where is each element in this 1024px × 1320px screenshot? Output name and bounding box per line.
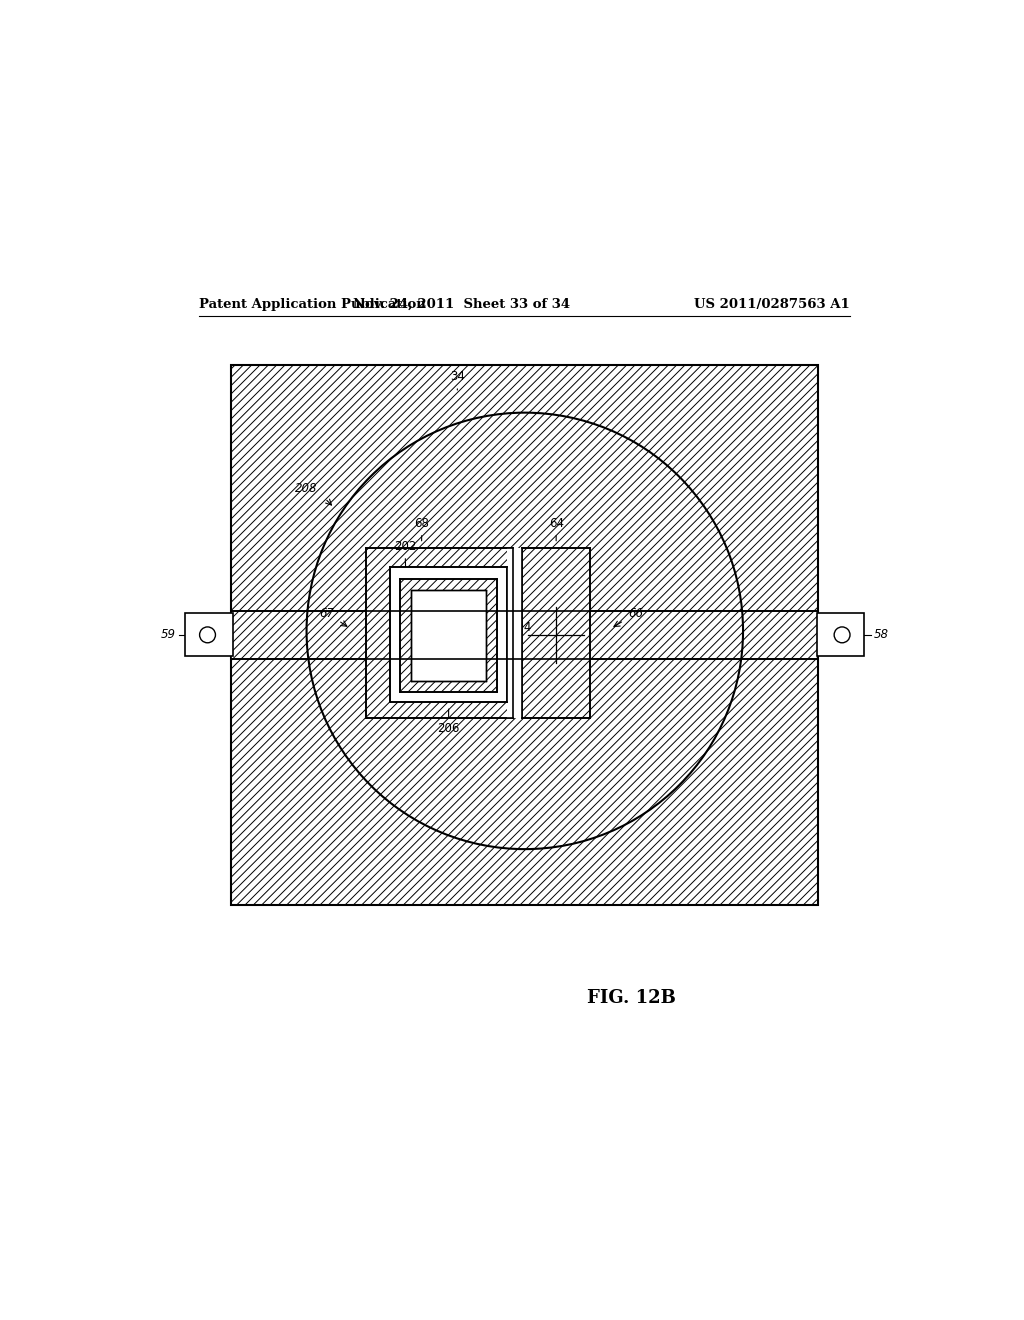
Bar <box>185 614 232 656</box>
Text: 67: 67 <box>318 607 334 620</box>
Text: 64: 64 <box>549 517 563 541</box>
Circle shape <box>835 627 850 643</box>
Bar <box>390 568 507 702</box>
Text: FIG. 12B: FIG. 12B <box>588 989 677 1007</box>
Text: 208: 208 <box>295 482 317 495</box>
Bar <box>817 614 864 656</box>
Text: 68: 68 <box>414 517 429 541</box>
Bar <box>367 548 513 718</box>
Bar <box>231 366 818 904</box>
Bar <box>400 578 497 692</box>
Bar <box>507 568 522 702</box>
Bar <box>231 611 818 659</box>
Bar <box>412 590 486 681</box>
Text: 206: 206 <box>437 709 460 735</box>
Text: 34: 34 <box>450 371 465 389</box>
Circle shape <box>200 627 215 643</box>
Text: Nov. 24, 2011  Sheet 33 of 34: Nov. 24, 2011 Sheet 33 of 34 <box>352 298 570 312</box>
Text: 58: 58 <box>873 628 889 642</box>
Bar <box>522 548 590 718</box>
Bar <box>507 548 522 718</box>
Text: 59: 59 <box>161 628 176 642</box>
Text: 66: 66 <box>629 607 643 620</box>
Text: US 2011/0287563 A1: US 2011/0287563 A1 <box>694 298 850 312</box>
Text: 204: 204 <box>496 620 531 635</box>
Text: Patent Application Publication: Patent Application Publication <box>200 298 426 312</box>
Text: 202: 202 <box>394 540 416 573</box>
